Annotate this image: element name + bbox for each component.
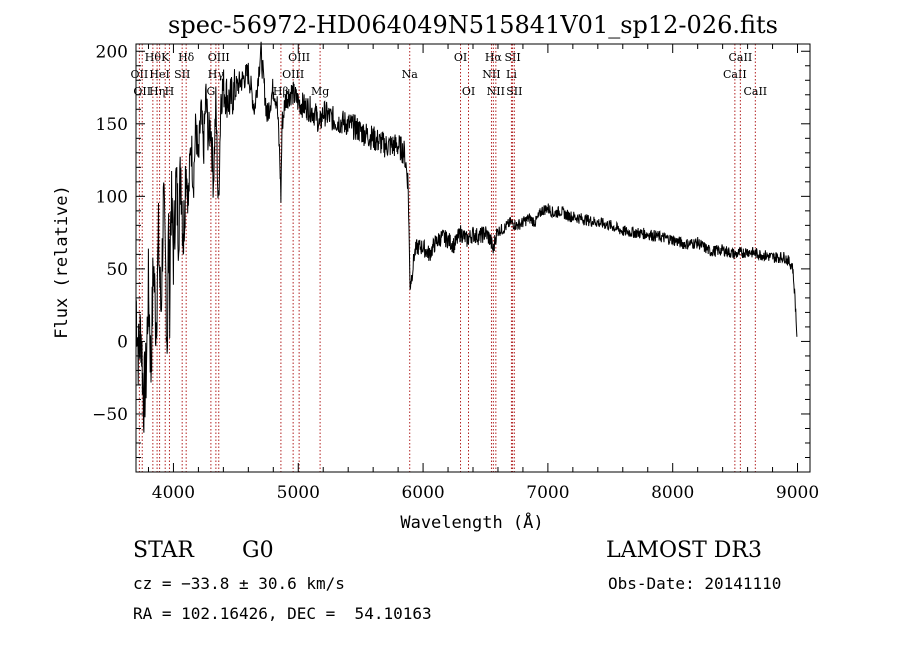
marker-label-9: G — [206, 85, 215, 98]
marker-label-7: SII — [174, 68, 190, 81]
marker-label-10: Hγ — [208, 68, 225, 81]
y-axis-label: Flux (relative) — [52, 185, 72, 339]
marker-label-14: OIII — [288, 51, 310, 64]
x-axis: 4000 5000 6000 7000 8000 9000 — [147, 44, 819, 503]
y-tick-label-0: 0 — [117, 332, 128, 352]
y-tick-label-200: 200 — [96, 42, 128, 62]
x-tick-label-5000: 5000 — [277, 483, 320, 503]
redshift-velocity: cz = −33.8 ± 30.6 km/s — [133, 574, 345, 593]
object-class: STAR — [133, 538, 194, 563]
y-tick-label-150: 150 — [96, 115, 128, 135]
marker-label-5: K — [161, 51, 170, 64]
line-markers: OIIOIIHθHηHeIKHSIIHδGHγOIIIHβOIIIOIIIMgN… — [131, 44, 767, 472]
y-axis: −50 0 50 100 150 200 — [92, 42, 810, 458]
marker-label-6: H — [165, 85, 175, 98]
spectrum-line — [135, 41, 798, 433]
x-tick-label-6000: 6000 — [401, 483, 444, 503]
sky-coordinates: RA = 102.16426, DEC = 54.10163 — [133, 604, 432, 623]
marker-label-27: CaII — [743, 85, 767, 98]
marker-label-17: OI — [454, 51, 467, 64]
chart-title: spec-56972-HD064049N515841V01_sp12-026.f… — [168, 11, 778, 39]
x-tick-label-9000: 9000 — [776, 483, 819, 503]
survey-name: LAMOST DR3 — [606, 538, 762, 563]
observation-date: Obs-Date: 20141110 — [608, 574, 782, 593]
marker-label-3: Hη — [149, 85, 165, 98]
marker-label-25: CaII — [723, 68, 747, 81]
marker-label-13: OIII — [282, 68, 304, 81]
marker-label-8: Hδ — [178, 51, 195, 64]
marker-label-15: Mg — [311, 85, 329, 98]
y-tick-label-50: 50 — [106, 260, 128, 280]
marker-label-22: Li — [506, 68, 517, 81]
x-tick-label-7000: 7000 — [526, 483, 569, 503]
marker-label-18: OI — [462, 85, 475, 98]
marker-label-16: Na — [402, 68, 419, 81]
x-tick-label-4000: 4000 — [152, 483, 195, 503]
plot-frame — [135, 43, 811, 473]
marker-label-11: OIII — [208, 51, 230, 64]
marker-label-20: Hα — [485, 51, 503, 64]
marker-label-4: HeI — [149, 68, 169, 81]
marker-label-19: NII — [482, 68, 500, 81]
marker-label-23: SII — [504, 51, 520, 64]
object-subclass: G0 — [242, 538, 274, 563]
x-axis-label: Wavelength (Å) — [400, 511, 543, 533]
marker-label-2: Hθ — [145, 51, 162, 64]
y-tick-label--50: −50 — [92, 405, 128, 425]
y-tick-label-100: 100 — [96, 187, 128, 207]
x-tick-label-8000: 8000 — [651, 483, 694, 503]
marker-label-0: OII — [131, 68, 149, 81]
marker-label-21: NII — [487, 85, 505, 98]
marker-label-26: CaII — [729, 51, 753, 64]
marker-label-24: SII — [506, 85, 522, 98]
